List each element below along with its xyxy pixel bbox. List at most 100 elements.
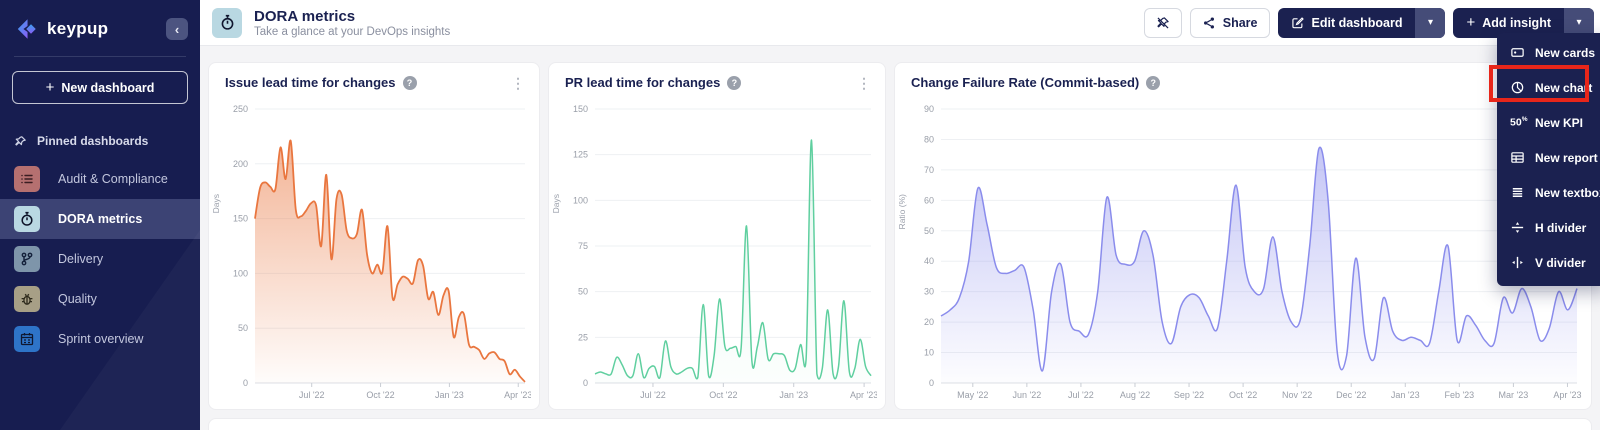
dashboard-content: Issue lead time for changes ? ⋮ 0 50 100 15… xyxy=(200,46,1600,430)
svg-text:Dec '22: Dec '22 xyxy=(1336,390,1366,400)
help-icon[interactable]: ? xyxy=(402,75,417,90)
plus-icon: + xyxy=(1466,14,1476,31)
page-title: DORA metrics xyxy=(254,7,356,25)
stopwatch-icon xyxy=(14,206,40,232)
kebab-menu-icon[interactable]: ⋮ xyxy=(857,74,871,91)
caret-down-icon: ▾ xyxy=(1576,17,1582,28)
unpin-button[interactable] xyxy=(1143,7,1182,38)
edit-dashboard-button: Edit dashboard ▾ xyxy=(1277,7,1446,38)
menu-item-new-cards[interactable]: New cards xyxy=(1497,35,1600,70)
sidebar-item-label: DORA metrics xyxy=(58,212,143,226)
header-actions: Share Edit dashboard ▾ + Add insight ▾ xyxy=(1143,7,1594,38)
menu-item-label: V divider xyxy=(1535,255,1586,270)
menu-item-v-divider[interactable]: V divider xyxy=(1497,245,1600,280)
menu-item-label: H divider xyxy=(1535,220,1587,235)
menu-item-new-chart[interactable]: New chart xyxy=(1497,70,1600,105)
edit-dashboard-label: Edit dashboard xyxy=(1311,15,1403,30)
svg-text:Jul '22: Jul '22 xyxy=(299,390,325,400)
help-icon[interactable]: ? xyxy=(727,75,742,90)
kpi-icon: 50% xyxy=(1510,116,1528,129)
y-axis-label: Ratio (%) xyxy=(897,194,907,230)
share-label: Share xyxy=(1222,15,1258,30)
page-subtitle: Take a glance at your DevOps insights xyxy=(254,25,451,38)
svg-text:0: 0 xyxy=(243,378,248,388)
menu-item-label: New cards xyxy=(1535,45,1596,60)
pinned-dashboards-row: Pinned dashboards xyxy=(0,131,200,151)
kebab-menu-icon[interactable]: ⋮ xyxy=(511,74,525,91)
report-icon xyxy=(1510,150,1525,165)
add-insight-menu: New cards New chart 50% New KPI New report Ne… xyxy=(1497,33,1600,286)
pinned-dashboards-label: Pinned dashboards xyxy=(37,134,149,148)
add-insight-caret[interactable]: ▾ xyxy=(1564,7,1594,38)
chart-title: Issue lead time for changes xyxy=(225,75,396,90)
menu-item-new-kpi[interactable]: 50% New KPI xyxy=(1497,105,1600,140)
header-texts: DORA metrics Take a glance at your DevOp… xyxy=(254,8,1144,38)
brand-name: keypup xyxy=(47,19,109,38)
add-insight-label: Add insight xyxy=(1482,15,1551,30)
svg-text:20: 20 xyxy=(924,317,934,327)
svg-text:Oct '22: Oct '22 xyxy=(366,390,394,400)
annotation-highlight-new-chart xyxy=(1489,65,1589,102)
svg-text:Jul '22: Jul '22 xyxy=(640,390,666,400)
svg-text:50: 50 xyxy=(238,323,248,333)
chart-card-pr-lead-time: PR lead time for changes ? ⋮ 0 25 50 75 100 1… xyxy=(548,62,886,410)
add-insight-main[interactable]: + Add insight xyxy=(1453,8,1564,38)
pin-icon xyxy=(15,135,26,146)
sidebar-item-label: Quality xyxy=(58,292,97,306)
stopwatch-icon xyxy=(221,14,233,30)
svg-text:200: 200 xyxy=(233,159,248,169)
sidebar-items: Audit & Compliance DORA metrics Delivery Qu… xyxy=(0,159,200,359)
menu-item-new-report[interactable]: New report xyxy=(1497,140,1600,175)
svg-text:Oct '22: Oct '22 xyxy=(1229,390,1257,400)
keypup-logo-icon xyxy=(17,19,36,39)
y-axis-label: Days xyxy=(211,194,221,214)
svg-text:Jun '22: Jun '22 xyxy=(1012,390,1041,400)
svg-text:70: 70 xyxy=(924,165,934,175)
new-dashboard-button[interactable]: + New dashboard xyxy=(12,71,188,104)
textbox-icon xyxy=(1510,185,1525,200)
chart-card-issue-lead-time: Issue lead time for changes ? ⋮ 0 50 100 15… xyxy=(208,62,540,410)
card-header: Issue lead time for changes ? ⋮ xyxy=(209,63,539,90)
svg-text:150: 150 xyxy=(573,104,588,114)
sidebar-item-delivery[interactable]: Delivery xyxy=(0,239,200,279)
sidebar-item-quality[interactable]: Quality xyxy=(0,279,200,319)
svg-text:60: 60 xyxy=(924,195,934,205)
card-header: PR lead time for changes ? ⋮ xyxy=(549,63,885,90)
svg-text:Aug '22: Aug '22 xyxy=(1120,390,1150,400)
checklist-icon xyxy=(14,166,40,192)
h-divider-icon xyxy=(1510,220,1525,235)
menu-item-new-textbox[interactable]: New textbox xyxy=(1497,175,1600,210)
sidebar-item-label: Delivery xyxy=(58,252,104,266)
pin-off-icon xyxy=(1157,16,1169,29)
svg-text:90: 90 xyxy=(924,104,934,114)
share-button[interactable]: Share xyxy=(1189,7,1270,38)
svg-text:Nov '22: Nov '22 xyxy=(1282,390,1312,400)
menu-item-label: New textbox xyxy=(1535,185,1600,200)
caret-down-icon: ▾ xyxy=(1427,17,1433,28)
menu-item-h-divider[interactable]: H divider xyxy=(1497,210,1600,245)
plus-icon: + xyxy=(45,79,55,96)
svg-text:100: 100 xyxy=(233,268,248,278)
svg-text:50: 50 xyxy=(578,287,588,297)
svg-text:0: 0 xyxy=(583,378,588,388)
sidebar-item-audit-compliance[interactable]: Audit & Compliance xyxy=(0,159,200,199)
svg-text:100: 100 xyxy=(573,195,588,205)
dashboard-icon-tile xyxy=(212,7,242,38)
svg-text:Mar '23: Mar '23 xyxy=(1499,390,1529,400)
edit-dashboard-main[interactable]: Edit dashboard xyxy=(1278,8,1416,38)
sidebar-item-sprint-overview[interactable]: Sprint overview xyxy=(0,319,200,359)
sidebar-item-dora-metrics[interactable]: DORA metrics xyxy=(0,199,200,239)
svg-text:25: 25 xyxy=(578,332,588,342)
edit-dashboard-caret[interactable]: ▾ xyxy=(1415,7,1446,38)
svg-text:80: 80 xyxy=(924,134,934,144)
svg-text:Apr '23: Apr '23 xyxy=(504,390,531,400)
help-icon[interactable]: ? xyxy=(1146,75,1161,90)
sidebar-collapse-button[interactable]: ‹ xyxy=(166,18,188,40)
svg-text:Oct '22: Oct '22 xyxy=(709,390,737,400)
cards-icon xyxy=(1510,45,1525,60)
branch-icon xyxy=(14,246,40,272)
card-header: Change Failure Rate (Commit-based) ? ⋮ xyxy=(895,63,1591,90)
sidebar-divider xyxy=(14,56,186,57)
svg-text:Sep '22: Sep '22 xyxy=(1174,390,1204,400)
